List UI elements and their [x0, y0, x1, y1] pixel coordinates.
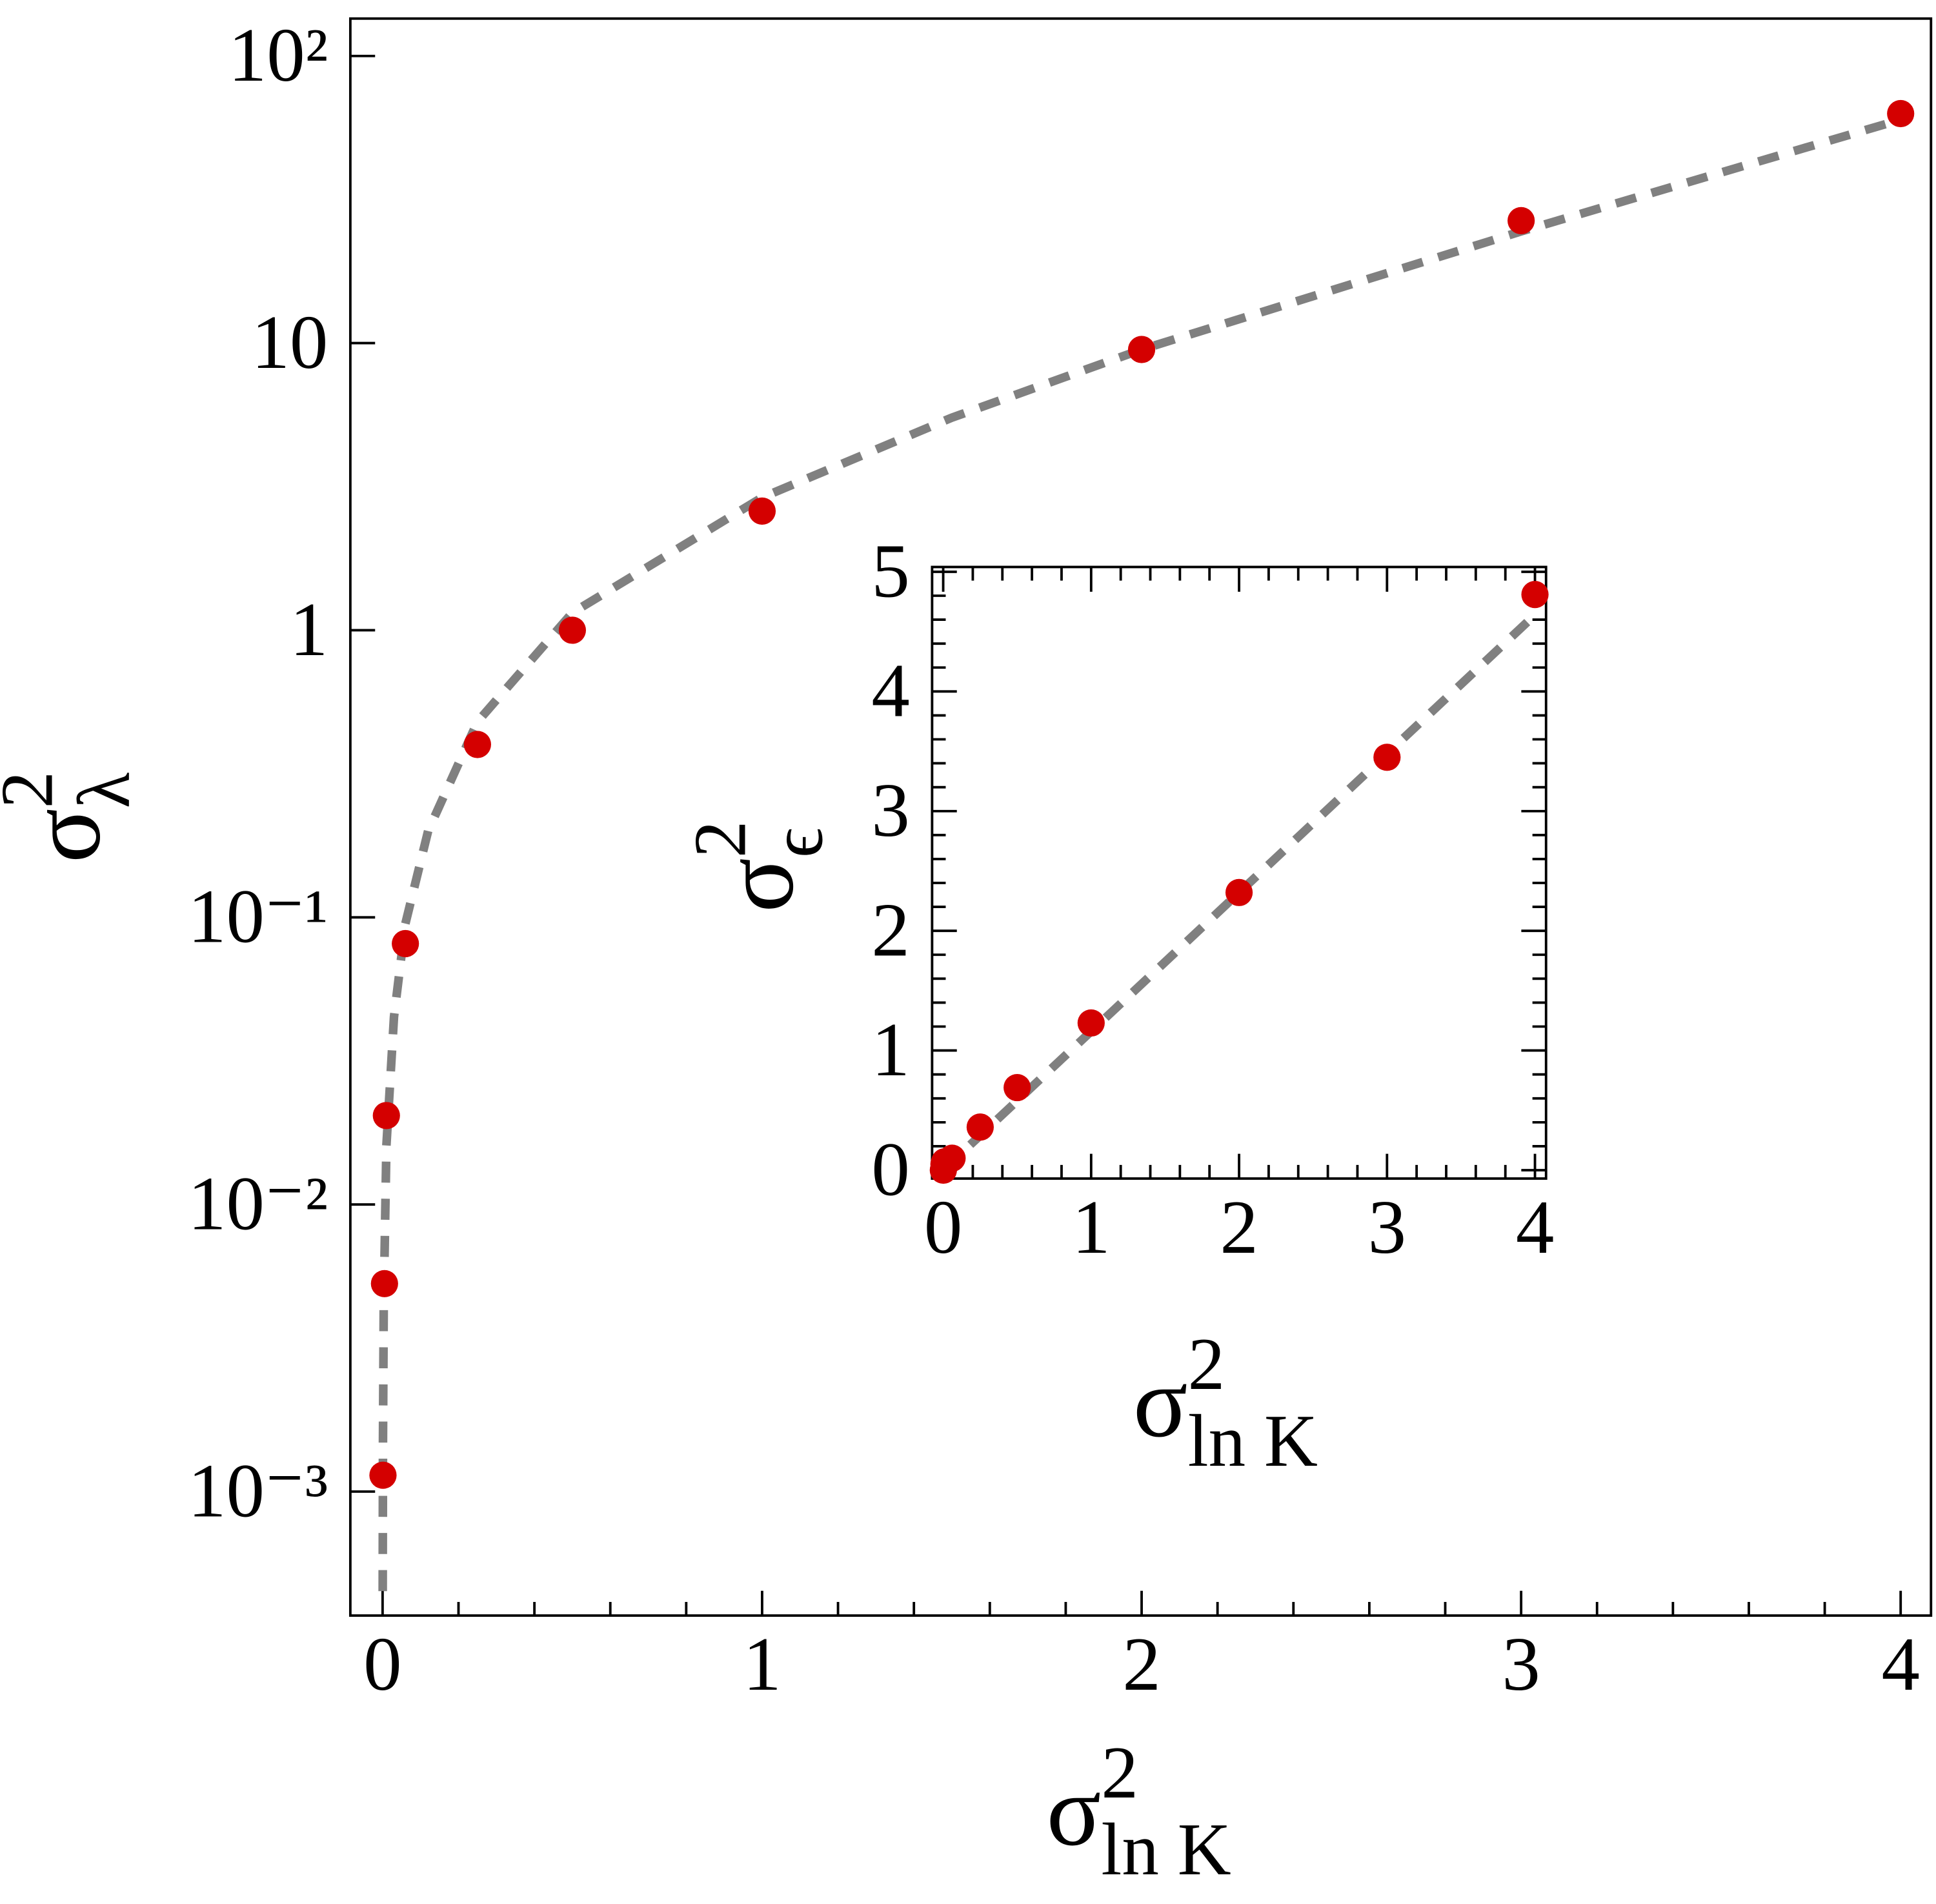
x-tick-label: 1 — [743, 1621, 781, 1707]
x-tick-label: 4 — [1516, 1184, 1554, 1270]
label-symbol: σ — [1133, 1346, 1188, 1459]
x-tick-label: 4 — [1881, 1621, 1919, 1707]
y-axis-label: σ2ϵ — [679, 820, 838, 912]
x-tick-label: 3 — [1368, 1184, 1406, 1270]
y-tick-label: 10 — [251, 299, 328, 385]
data-point — [1507, 207, 1535, 234]
y-tick-label: 10² — [228, 12, 328, 97]
data-point — [370, 1270, 398, 1297]
y-tick-label: 1 — [290, 587, 328, 672]
label-symbol: σ — [1047, 1755, 1102, 1867]
label-sup: 2 — [1188, 1322, 1225, 1405]
data-point — [1373, 744, 1401, 771]
x-axis-label: σ2 ln K — [1047, 1731, 1231, 1890]
x-tick-label: 2 — [1122, 1621, 1160, 1707]
label-sub: ϵ — [756, 827, 838, 858]
data-point — [1127, 336, 1156, 363]
data-point — [1521, 581, 1549, 609]
data-point — [558, 616, 587, 644]
y-tick-label: 10⁻³ — [188, 1448, 328, 1533]
y-tick-label: 10⁻¹ — [188, 874, 328, 959]
y-tick-label: 0 — [871, 1126, 909, 1211]
y-axis-label: σ2λ — [0, 771, 145, 863]
y-tick-label: 10⁻² — [188, 1161, 328, 1246]
data-point — [372, 1102, 400, 1129]
x-tick-label: 1 — [1072, 1184, 1110, 1270]
x-tick-label: 3 — [1502, 1621, 1540, 1707]
label-symbol: σ — [703, 858, 815, 913]
fit-line — [940, 611, 1538, 1173]
data-point — [463, 731, 491, 758]
y-tick-label: 5 — [871, 528, 909, 613]
x-tick-label: 0 — [924, 1184, 962, 1270]
y-tick-label: 1 — [871, 1007, 909, 1092]
label-sup: 2 — [679, 820, 761, 858]
x-tick-label: 0 — [363, 1621, 401, 1707]
data-point — [1077, 1009, 1105, 1037]
label-sup: 2 — [0, 771, 68, 809]
data-point — [748, 497, 776, 525]
data-point — [966, 1113, 994, 1141]
x-axis-label: σ2 ln K — [1133, 1322, 1318, 1482]
data-point — [938, 1144, 966, 1172]
label-sub: ln K — [1101, 1808, 1231, 1890]
y-tick-label: 3 — [871, 767, 909, 853]
data-point — [392, 929, 419, 958]
x-tick-label: 2 — [1220, 1184, 1258, 1270]
data-point — [1003, 1073, 1031, 1102]
label-symbol: σ — [10, 808, 122, 863]
data-point — [1225, 878, 1253, 906]
label-sub: ln K — [1188, 1399, 1318, 1482]
y-tick-label: 2 — [871, 887, 909, 973]
data-point — [369, 1461, 397, 1489]
label-sup: 2 — [1101, 1731, 1138, 1814]
data-point — [1887, 99, 1915, 128]
label-sub: λ — [63, 772, 145, 808]
y-tick-label: 4 — [871, 648, 909, 733]
